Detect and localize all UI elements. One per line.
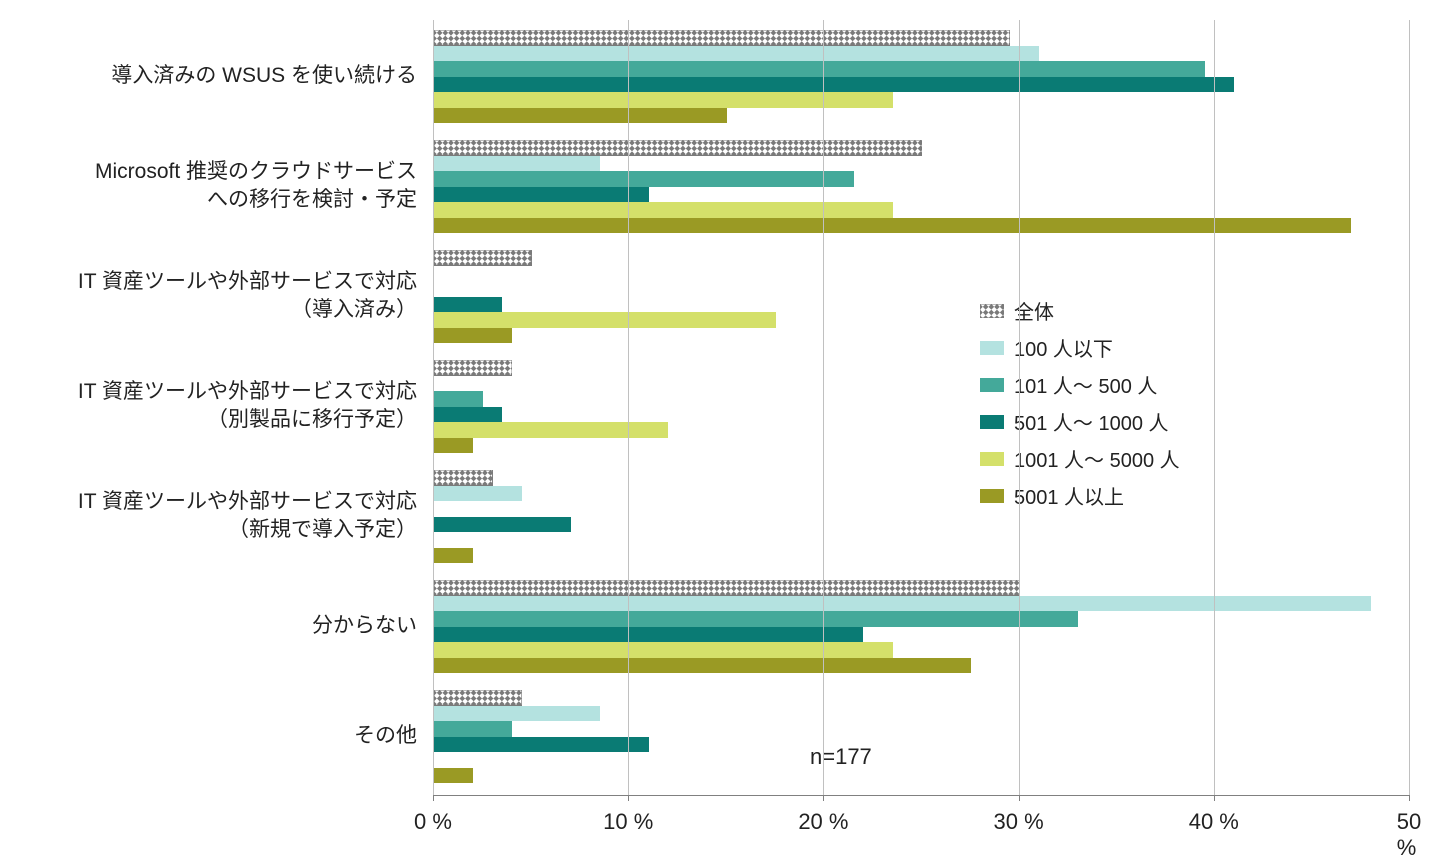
bar: [434, 140, 922, 156]
bar: [434, 61, 1205, 77]
legend-swatch: [980, 489, 1004, 503]
x-tick-label: 10 %: [603, 809, 653, 835]
sample-size-label: n=177: [810, 744, 872, 770]
bar: [434, 438, 473, 454]
bar: [434, 187, 649, 203]
legend-label: 101 人～ 500 人: [1014, 370, 1157, 399]
x-tick: [1019, 795, 1020, 801]
legend-label: 全体: [1014, 296, 1054, 325]
x-tick: [433, 795, 434, 801]
bar: [434, 77, 1234, 93]
bar: [434, 422, 668, 438]
bar: [434, 768, 473, 784]
legend-swatch: [980, 415, 1004, 429]
legend-item: 501 人～ 1000 人: [980, 407, 1180, 436]
bar: [434, 328, 512, 344]
bar: [434, 596, 1371, 612]
bar: [434, 250, 532, 266]
x-tick-label: 0 %: [414, 809, 452, 835]
legend-item: 全体: [980, 296, 1180, 325]
bar: [434, 658, 971, 674]
bar: [434, 407, 502, 423]
legend-swatch: [980, 341, 1004, 355]
legend-label: 5001 人以上: [1014, 481, 1124, 510]
x-tick: [1214, 795, 1215, 801]
gridline: [1214, 20, 1215, 795]
legend-swatch: [980, 452, 1004, 466]
gridline: [1409, 20, 1410, 795]
x-tick-label: 40 %: [1189, 809, 1239, 835]
x-tick: [628, 795, 629, 801]
legend-swatch: [980, 378, 1004, 392]
category-label: IT 資産ツールや外部サービスで対応 （新規で導入予定）: [20, 488, 417, 545]
legend: 全体 100 人以下 101 人～ 500 人 501 人～ 1000 人 1001 人…: [980, 296, 1180, 518]
bar: [434, 627, 863, 643]
bar: [434, 737, 649, 753]
legend-swatch: [980, 304, 1004, 318]
bar: [434, 706, 600, 722]
bar: [434, 548, 473, 564]
legend-item: 1001 人～ 5000 人: [980, 444, 1180, 473]
bar: [434, 312, 776, 328]
bar: [434, 46, 1039, 62]
bar: [434, 580, 1020, 596]
gridline: [823, 20, 824, 795]
bar: [434, 360, 512, 376]
bar: [434, 690, 522, 706]
bar: [434, 108, 727, 124]
category-label: Microsoft 推奨のクラウドサービス への移行を検討・予定: [20, 158, 417, 215]
bar: [434, 391, 483, 407]
bar: [434, 30, 1010, 46]
bar: [434, 611, 1078, 627]
bar: [434, 297, 502, 313]
legend-item: 100 人以下: [980, 333, 1180, 362]
category-label: その他: [20, 722, 417, 750]
bar: [434, 470, 493, 486]
category-label: 分からない: [20, 612, 417, 640]
bar: [434, 156, 600, 172]
plot-area: [433, 20, 1410, 795]
x-tick-label: 30 %: [994, 809, 1044, 835]
x-tick-label: 50 %: [1397, 809, 1421, 861]
legend-item: 101 人～ 500 人: [980, 370, 1180, 399]
legend-label: 501 人～ 1000 人: [1014, 407, 1169, 436]
gridline: [1019, 20, 1020, 795]
category-label: IT 資産ツールや外部サービスで対応 （別製品に移行予定）: [20, 378, 417, 435]
legend-item: 5001 人以上: [980, 481, 1180, 510]
gridline: [628, 20, 629, 795]
x-axis-line: [433, 795, 1409, 796]
x-tick: [1409, 795, 1410, 801]
category-label: 導入済みの WSUS を使い続ける: [20, 62, 417, 90]
bar: [434, 517, 571, 533]
category-label: IT 資産ツールや外部サービスで対応 （導入済み）: [20, 268, 417, 325]
legend-label: 100 人以下: [1014, 333, 1113, 362]
bar: [434, 486, 522, 502]
bar: [434, 721, 512, 737]
bar: [434, 171, 854, 187]
chart-container: 0 %10 %20 %30 %40 %50 % 導入済みの WSUS を使い続け…: [20, 20, 1409, 846]
x-tick: [823, 795, 824, 801]
legend-label: 1001 人～ 5000 人: [1014, 444, 1180, 473]
x-tick-label: 20 %: [798, 809, 848, 835]
